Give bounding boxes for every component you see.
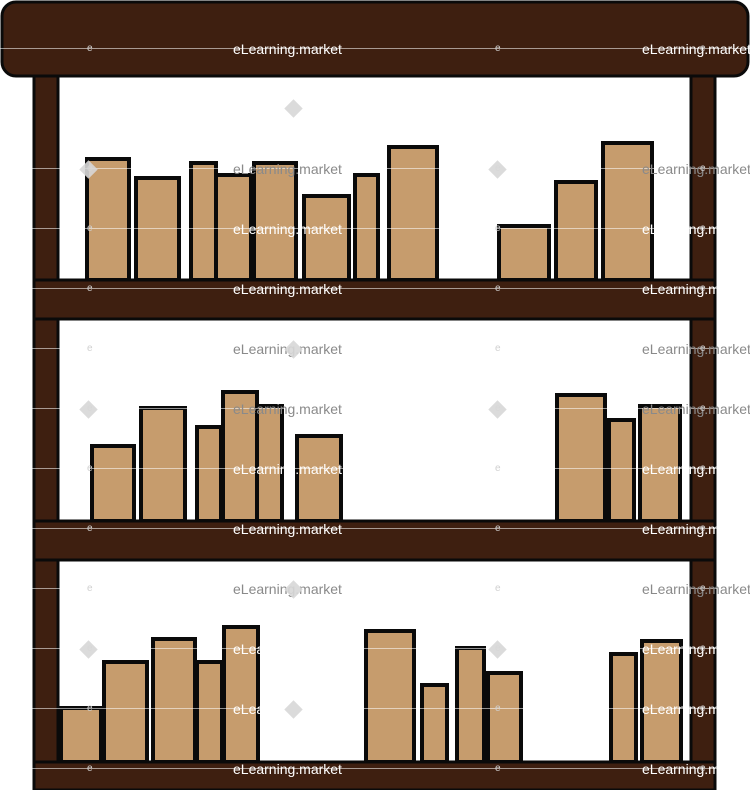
book (640, 639, 683, 764)
book (134, 176, 181, 282)
book (601, 141, 654, 282)
book (151, 637, 197, 764)
shelf-board-bottom (32, 760, 717, 790)
book (59, 706, 103, 764)
book (555, 393, 607, 523)
book (638, 404, 682, 523)
left-post (32, 58, 60, 790)
book (85, 157, 131, 282)
book (90, 444, 136, 523)
book (195, 425, 223, 523)
book (497, 224, 551, 282)
top-crown (0, 0, 750, 78)
book (609, 652, 638, 764)
book (554, 180, 598, 282)
book (364, 629, 416, 764)
book (189, 161, 218, 282)
book (195, 660, 224, 764)
book (455, 646, 486, 764)
shelf-board-2 (32, 519, 717, 562)
book (607, 418, 636, 523)
book (214, 173, 253, 282)
book (255, 404, 284, 523)
book (295, 434, 343, 523)
book (486, 671, 523, 764)
book (353, 173, 380, 282)
book (420, 683, 449, 764)
book (387, 145, 439, 282)
book (221, 390, 259, 523)
shelf-2-books (90, 390, 682, 523)
book (222, 625, 260, 764)
book (302, 194, 351, 282)
shelf-board-1 (32, 278, 717, 321)
right-post (689, 58, 717, 790)
book (139, 406, 187, 523)
book (102, 660, 149, 764)
book (252, 161, 298, 282)
